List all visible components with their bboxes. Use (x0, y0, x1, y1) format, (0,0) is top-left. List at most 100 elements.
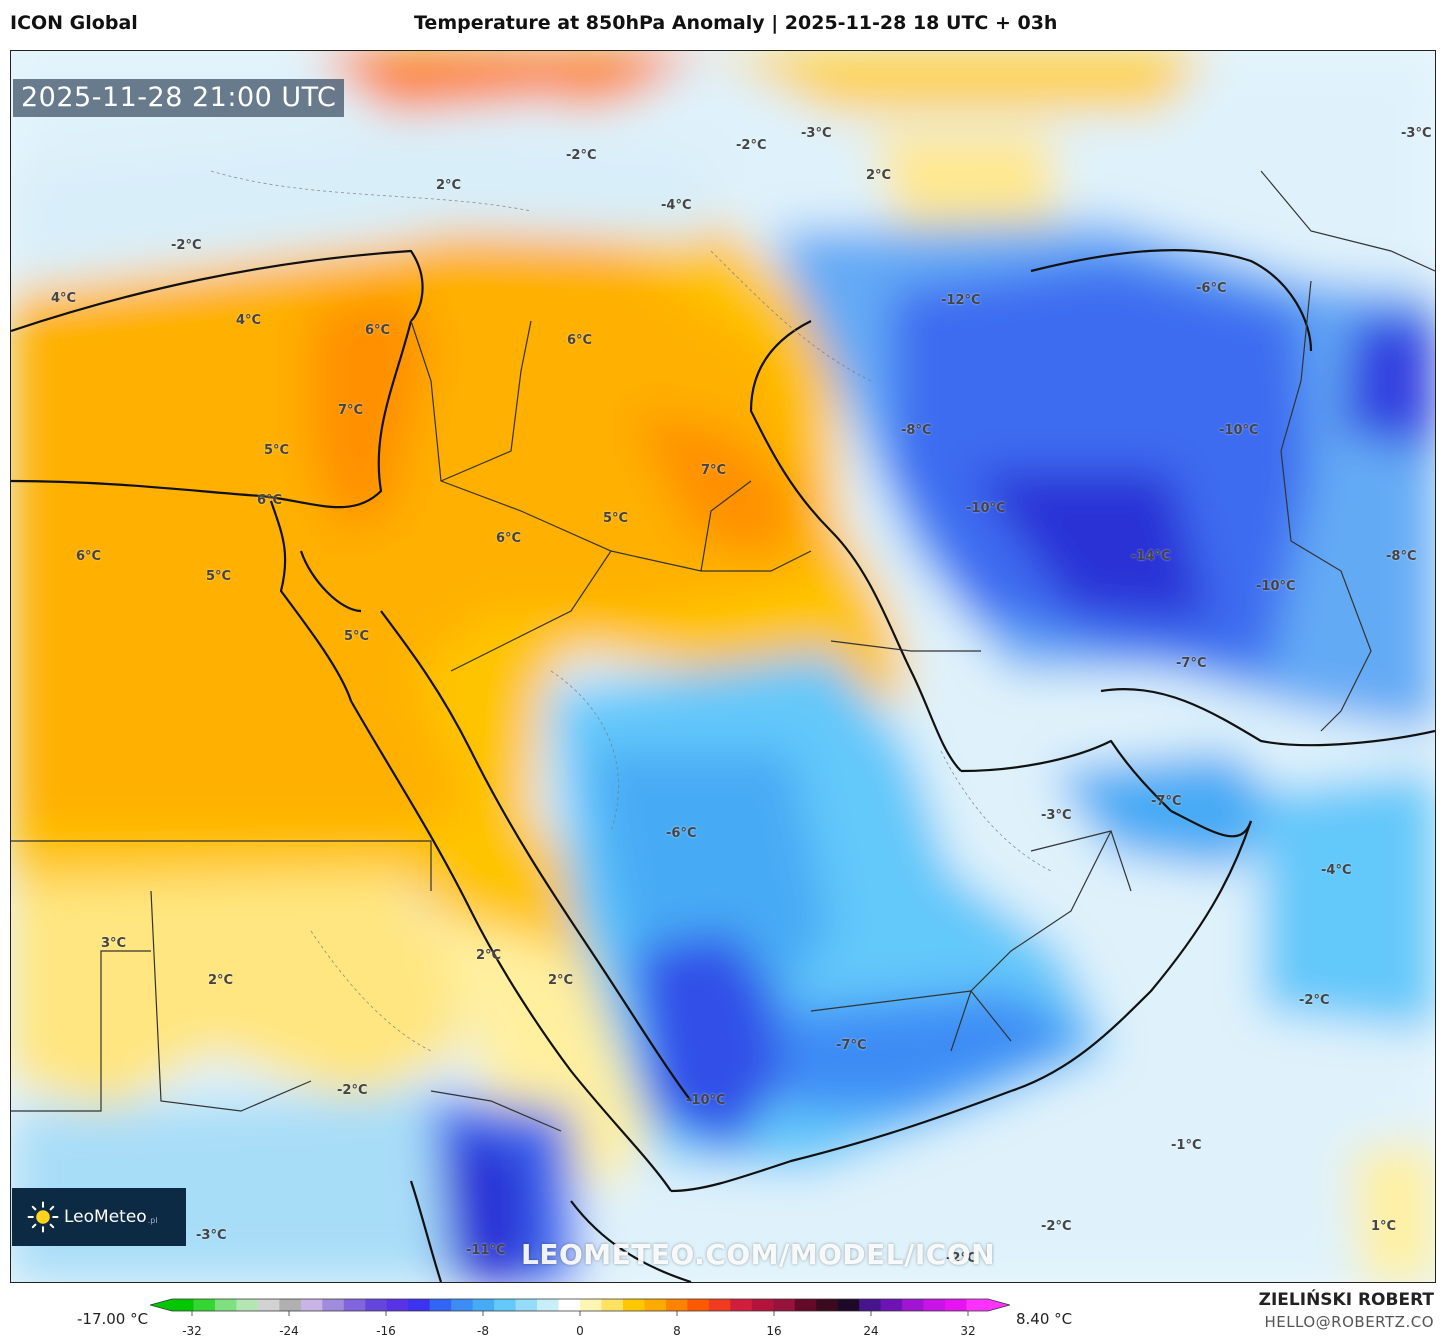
colorbar-swatch (451, 1299, 474, 1311)
colorbar-swatch (773, 1299, 796, 1311)
colorbar-swatch (558, 1299, 581, 1311)
temperature-label: 7°C (701, 463, 727, 478)
coastline-layer (11, 249, 1435, 1282)
colorbar-tick-label: 32 (960, 1324, 976, 1338)
temperature-label: -3°C (196, 1228, 227, 1243)
colorbar-swatch (816, 1299, 839, 1311)
temperature-label: -2°C (1041, 1219, 1072, 1234)
colorbar-swatch (257, 1299, 280, 1311)
colorbar (150, 1298, 1010, 1316)
temperature-label: -12°C (941, 293, 981, 308)
sun-icon (27, 1201, 59, 1233)
colorbar-max-arrow (988, 1299, 1010, 1311)
logo-text: LeoMeteo (64, 1207, 147, 1227)
temperature-label: -2°C (566, 148, 597, 163)
colorbar-swatch (279, 1299, 302, 1311)
colorbar-swatch (644, 1299, 667, 1311)
colorbar-swatch (214, 1299, 238, 1311)
colorbar-swatch (923, 1299, 946, 1311)
colorbar-swatch (859, 1299, 882, 1311)
author-email: HELLO@ROBERTZ.CO (1264, 1313, 1434, 1331)
colorbar-swatch (537, 1299, 560, 1311)
temperature-anomaly-map (11, 51, 1435, 1282)
colorbar-swatch (472, 1299, 495, 1311)
colorbar-tick-label: 16 (766, 1324, 782, 1338)
temperature-label: -2°C (1299, 993, 1330, 1008)
colorbar-tick-label: 8 (673, 1324, 681, 1338)
temperature-label: 6°C (76, 549, 102, 564)
colorbar-swatch (837, 1299, 860, 1311)
temperature-label: 5°C (264, 443, 290, 458)
colorbar-swatch (343, 1299, 366, 1311)
temperature-label: -7°C (1176, 656, 1207, 671)
colorbar-swatch (730, 1299, 753, 1311)
model-name: ICON Global (10, 12, 138, 34)
colorbar-swatch (945, 1299, 968, 1311)
temperature-label: -6°C (666, 826, 697, 841)
temperature-label: 2°C (208, 973, 234, 988)
temperature-label: -3°C (801, 126, 832, 141)
colorbar-swatch (794, 1299, 817, 1311)
temperature-label: -7°C (1151, 794, 1182, 809)
colorbar-swatch (429, 1299, 452, 1311)
colorbar-swatch (365, 1299, 388, 1311)
source-watermark: LEOMETEO.COM/MODEL/ICON (521, 1238, 996, 1271)
valid-time-badge: 2025-11-28 21:00 UTC (13, 79, 345, 117)
contour-layer (210, 170, 1052, 1052)
temperature-label: 7°C (338, 403, 364, 418)
colorbar-outline (150, 1298, 1010, 1312)
temperature-label: -4°C (1321, 863, 1352, 878)
colorbar-tick-label: -16 (376, 1324, 396, 1338)
colorbar-swatch (386, 1299, 409, 1311)
colorbar-swatch (172, 1299, 195, 1311)
temperature-label: 2°C (476, 948, 502, 963)
temperature-label: 2°C (866, 168, 892, 183)
anomaly-field (11, 51, 1435, 1282)
colorbar-swatch (902, 1299, 925, 1311)
temperature-label: -10°C (966, 501, 1006, 516)
colorbar-swatch (687, 1299, 710, 1311)
temperature-label: -10°C (1256, 579, 1296, 594)
temperature-label: -1°C (1171, 1138, 1202, 1153)
colorbar-tick-label: -8 (477, 1324, 489, 1338)
colorbar-swatch (622, 1299, 646, 1311)
temperature-label: -7°C (836, 1038, 867, 1053)
temperature-label: 6°C (496, 531, 522, 546)
colorbar-swatch (580, 1299, 603, 1311)
colorbar-swatch (601, 1299, 624, 1311)
colorbar-tick-label: -32 (182, 1324, 202, 1338)
temperature-label: -8°C (1386, 549, 1417, 564)
colorbar-swatch (494, 1299, 517, 1311)
logo-suffix: .pl (147, 1215, 158, 1225)
colorbar-swatch (322, 1299, 345, 1311)
colorbar-swatch (236, 1299, 259, 1311)
temperature-label: 5°C (603, 511, 629, 526)
temperature-label: -8°C (901, 423, 932, 438)
temperature-label: 6°C (365, 323, 391, 338)
temperature-label: 4°C (51, 291, 77, 306)
temperature-label: -10°C (686, 1093, 726, 1108)
colorbar-swatch (300, 1299, 323, 1311)
colorbar-min-arrow (150, 1299, 172, 1311)
colorbar-tick-label: 0 (576, 1324, 584, 1338)
map-frame: 2025-11-28 21:00 UTC -2°C 2°C -2°C -4°C -2°C… (10, 50, 1436, 1283)
colorbar-swatch (708, 1299, 731, 1311)
colorbar-tick-label: 24 (863, 1324, 879, 1338)
temperature-label: -11°C (466, 1243, 506, 1258)
temperature-label: -2°C (736, 138, 767, 153)
leometeo-logo: LeoMeteo .pl (12, 1188, 186, 1246)
map-title: Temperature at 850hPa Anomaly | 2025-11-… (414, 12, 1058, 34)
temperature-label: 3°C (101, 936, 127, 951)
temperature-label: -10°C (1219, 423, 1259, 438)
border-layer (11, 170, 1435, 1132)
author-name: ZIELIŃSKI ROBERT (1258, 1290, 1434, 1310)
temperature-label: 4°C (236, 313, 262, 328)
temperature-label: 6°C (257, 493, 283, 508)
temperature-label: -2°C (171, 238, 202, 253)
temperature-label: 1°C (1371, 1219, 1397, 1234)
temperature-label: 2°C (436, 178, 462, 193)
temperature-label: -2°C (337, 1083, 368, 1098)
temperature-label: -6°C (1196, 281, 1227, 296)
temperature-label: -4°C (661, 198, 692, 213)
colorbar-swatch (408, 1299, 431, 1311)
